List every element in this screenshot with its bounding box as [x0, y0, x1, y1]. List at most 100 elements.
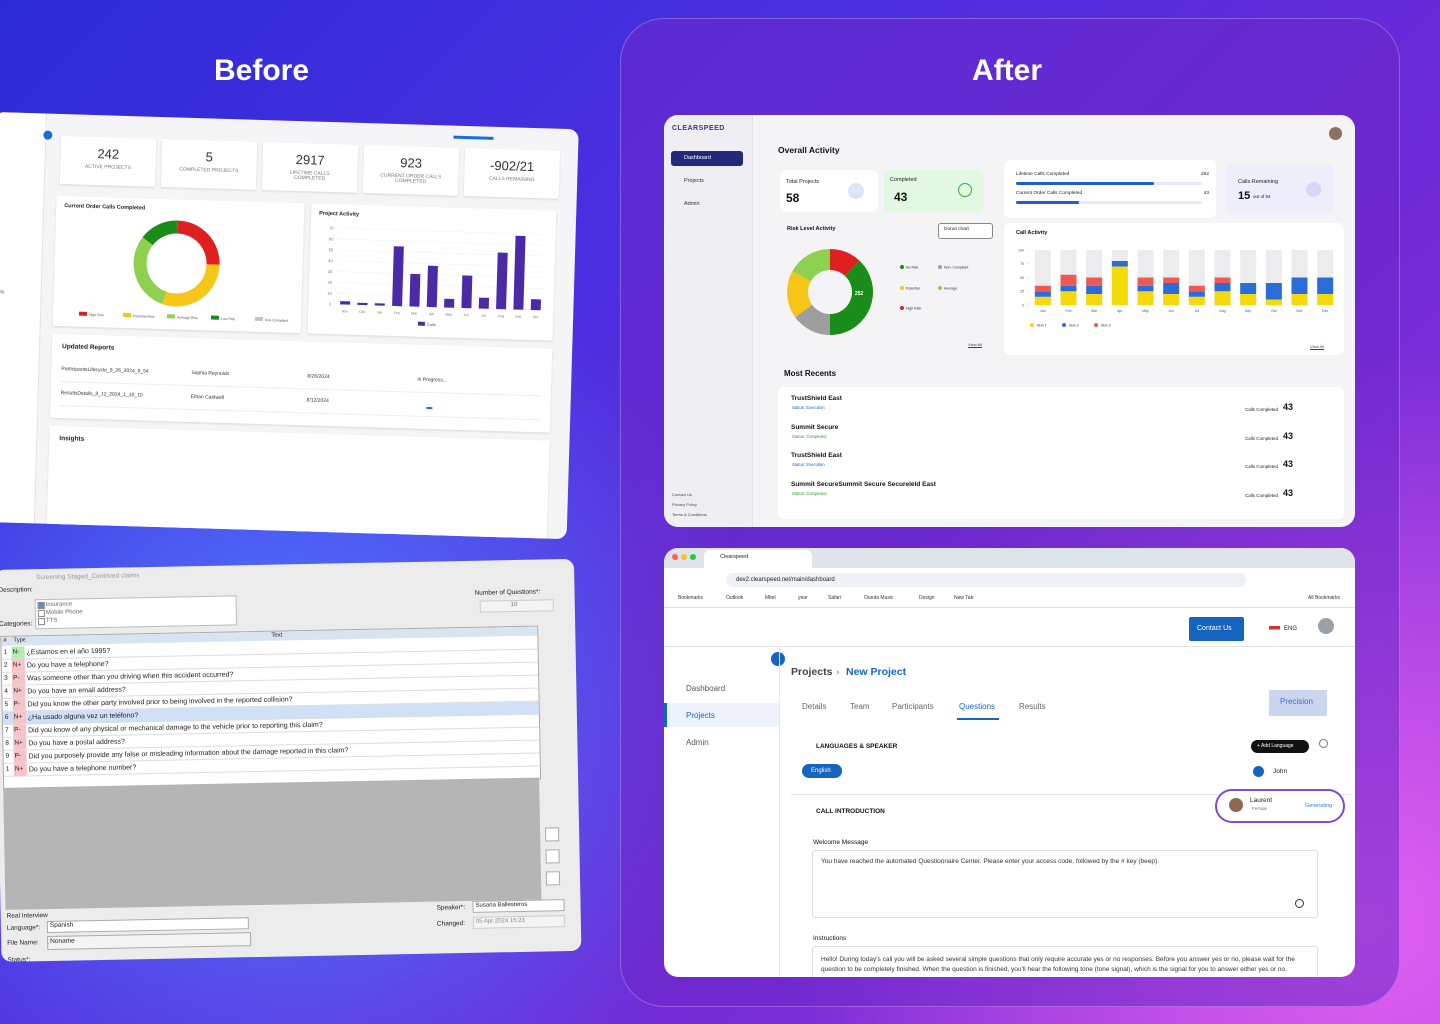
stat-card: 5 COMPLETED PROJECTS — [160, 139, 258, 190]
bookmark[interactable]: Ounda Music — [864, 595, 894, 601]
stat-card: Completed 43 — [884, 170, 984, 212]
nav-active — [664, 703, 779, 727]
row-number: 7 — [5, 726, 9, 734]
project-tab[interactable]: Participants — [892, 702, 934, 711]
button-label[interactable]: Contact Us — [1197, 625, 1232, 632]
divider — [779, 647, 780, 977]
nav-item[interactable]: Dashboard — [684, 155, 711, 161]
tool-button[interactable] — [545, 849, 560, 864]
y-tick-label: 0 — [329, 302, 332, 307]
x-tick-label: Mar — [1091, 309, 1098, 313]
recent-name[interactable]: Summit SecureSummit Secure Secureleld Ea… — [791, 480, 936, 488]
view-all[interactable]: View All — [968, 342, 982, 347]
browser-tab[interactable]: Clearspeed — [704, 550, 812, 568]
tool-button[interactable] — [545, 827, 560, 842]
checkbox[interactable] — [37, 602, 45, 610]
window-dot[interactable] — [672, 554, 678, 560]
window-dot[interactable] — [690, 554, 696, 560]
nav-active[interactable] — [671, 151, 743, 166]
add-language[interactable]: + Add Language — [1251, 740, 1309, 753]
view-all[interactable]: View All — [1310, 344, 1324, 349]
tool-button[interactable] — [545, 871, 561, 886]
field-label: Status*: — [7, 956, 31, 962]
recent-value: 43 — [1283, 487, 1294, 498]
field-label: Categories: — [0, 620, 33, 628]
nav-item[interactable]: Projects — [684, 178, 704, 184]
bar-chart: 0 10 20 30 40 50 60 70 Nov Dec Jan Feb Mar Apr May Jun J… — [327, 225, 547, 327]
project-tab[interactable]: Team — [850, 702, 870, 711]
chart-select[interactable]: Donut chart — [938, 223, 993, 239]
chip-label[interactable]: English — [811, 768, 831, 774]
language-chip[interactable]: English — [802, 764, 842, 778]
bar-segment — [1317, 294, 1334, 305]
bookmark[interactable]: Safari — [828, 595, 842, 601]
download-icon[interactable] — [426, 402, 433, 410]
bookmark[interactable]: Bookmarks — [678, 595, 704, 601]
checkbox[interactable] — [37, 618, 46, 626]
contact-button[interactable]: Contact Us — [1189, 617, 1244, 641]
bar — [374, 303, 385, 306]
y-tick-label: 70 — [329, 225, 334, 230]
voice-chip[interactable]: Laurent Female Generating — [1215, 789, 1345, 823]
checkbox[interactable] — [37, 610, 45, 618]
bookmark[interactable]: All Bookmarks — [1308, 595, 1340, 601]
play-button[interactable] — [1253, 766, 1264, 777]
column-header: # — [3, 637, 7, 644]
y-tick-label: 60 — [329, 236, 334, 241]
info-icon[interactable] — [1319, 739, 1328, 748]
avatar[interactable] — [1329, 127, 1342, 140]
language-select[interactable]: ENG — [1284, 626, 1298, 632]
breadcrumb[interactable]: New Project — [846, 666, 907, 678]
nav-item[interactable]: Admin — [684, 201, 700, 207]
chart-title: Risk Level Activity — [787, 226, 836, 232]
nav-item[interactable]: Projects — [686, 711, 715, 720]
x-tick-label: Sep — [515, 315, 521, 319]
progress-value: 43 — [1203, 191, 1209, 196]
play-icon — [1295, 899, 1304, 908]
collapse-button[interactable] — [771, 652, 785, 666]
x-tick-label: Nov — [342, 309, 349, 313]
footer-link[interactable]: Terms & Conditions — [672, 512, 707, 517]
divider — [664, 646, 1355, 647]
nav-item[interactable]: Dashboard — [686, 684, 726, 693]
bookmark[interactable]: Outlook — [726, 595, 744, 601]
url-input[interactable]: dev2.clearspeed.net/main/dashboard — [726, 573, 1246, 587]
project-tab[interactable]: Details — [802, 702, 827, 711]
project-tab[interactable]: Results — [1019, 702, 1046, 711]
x-tick-label: Dec — [1322, 309, 1328, 313]
select-value[interactable]: Donut chart — [944, 227, 969, 232]
bar-segment — [1111, 266, 1128, 305]
footer-link[interactable]: Privacy Policy — [672, 502, 697, 507]
collapse-button[interactable] — [43, 130, 53, 140]
recent-name[interactable]: TrustShield East — [791, 452, 842, 459]
window-title: Screening Staged_Contrived claims — [36, 572, 140, 582]
legend-label: Item 3 — [1101, 323, 1111, 327]
legend-dot — [938, 265, 942, 269]
breadcrumb-separator: › — [836, 666, 840, 678]
footer-link[interactable]: Contact Us — [672, 492, 692, 497]
nav-item[interactable]: Admin — [686, 738, 709, 747]
legend-label: Low Risk — [221, 317, 236, 321]
button-label[interactable]: Precision — [1280, 697, 1313, 706]
window-dot[interactable] — [681, 554, 687, 560]
recent-name[interactable]: TrustShield East — [791, 395, 842, 402]
x-tick-label: Jun — [463, 313, 469, 317]
sidebar-item: ments — [0, 288, 5, 296]
speaker-select[interactable]: John — [1273, 768, 1288, 775]
y-tick-label: 50 — [329, 247, 334, 252]
recent-name[interactable]: Summit Secure — [791, 423, 839, 431]
project-tab[interactable]: Questions — [959, 702, 996, 711]
bookmark[interactable]: New Tab — [954, 595, 974, 601]
bookmark[interactable]: year — [798, 595, 808, 601]
button-label[interactable]: + Add Language — [1257, 742, 1294, 749]
row-text: Do you have a telephone number? — [28, 764, 137, 774]
stat-card: 923 CURRENT ORDER CALLS COMPLETED — [362, 144, 460, 196]
avatar[interactable] — [1318, 618, 1334, 634]
bookmark[interactable]: Design — [919, 595, 935, 601]
section-title: Updated Reports — [61, 343, 115, 352]
precision-button[interactable]: Precision — [1269, 690, 1327, 716]
bookmark[interactable]: Mitel — [765, 595, 776, 601]
bar-segment — [1163, 277, 1180, 283]
legend-label: Average — [944, 286, 957, 290]
